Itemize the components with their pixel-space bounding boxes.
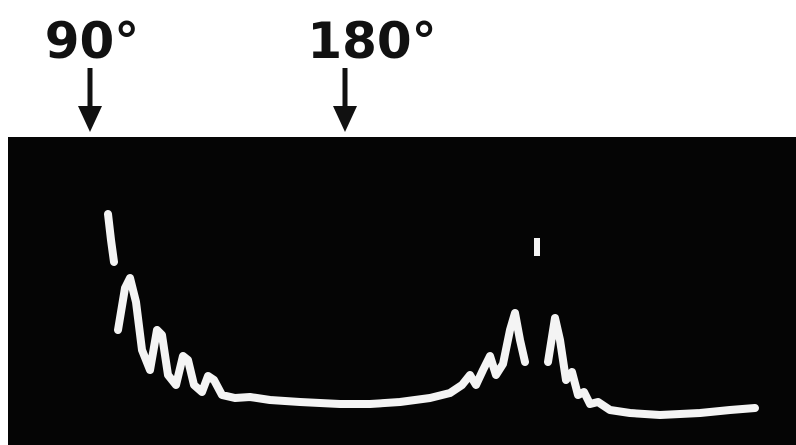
angle-label: 180° (307, 12, 436, 70)
figure: 90° 180° (0, 0, 796, 445)
trace-marker (534, 238, 540, 256)
angle-label: 90° (45, 12, 140, 70)
